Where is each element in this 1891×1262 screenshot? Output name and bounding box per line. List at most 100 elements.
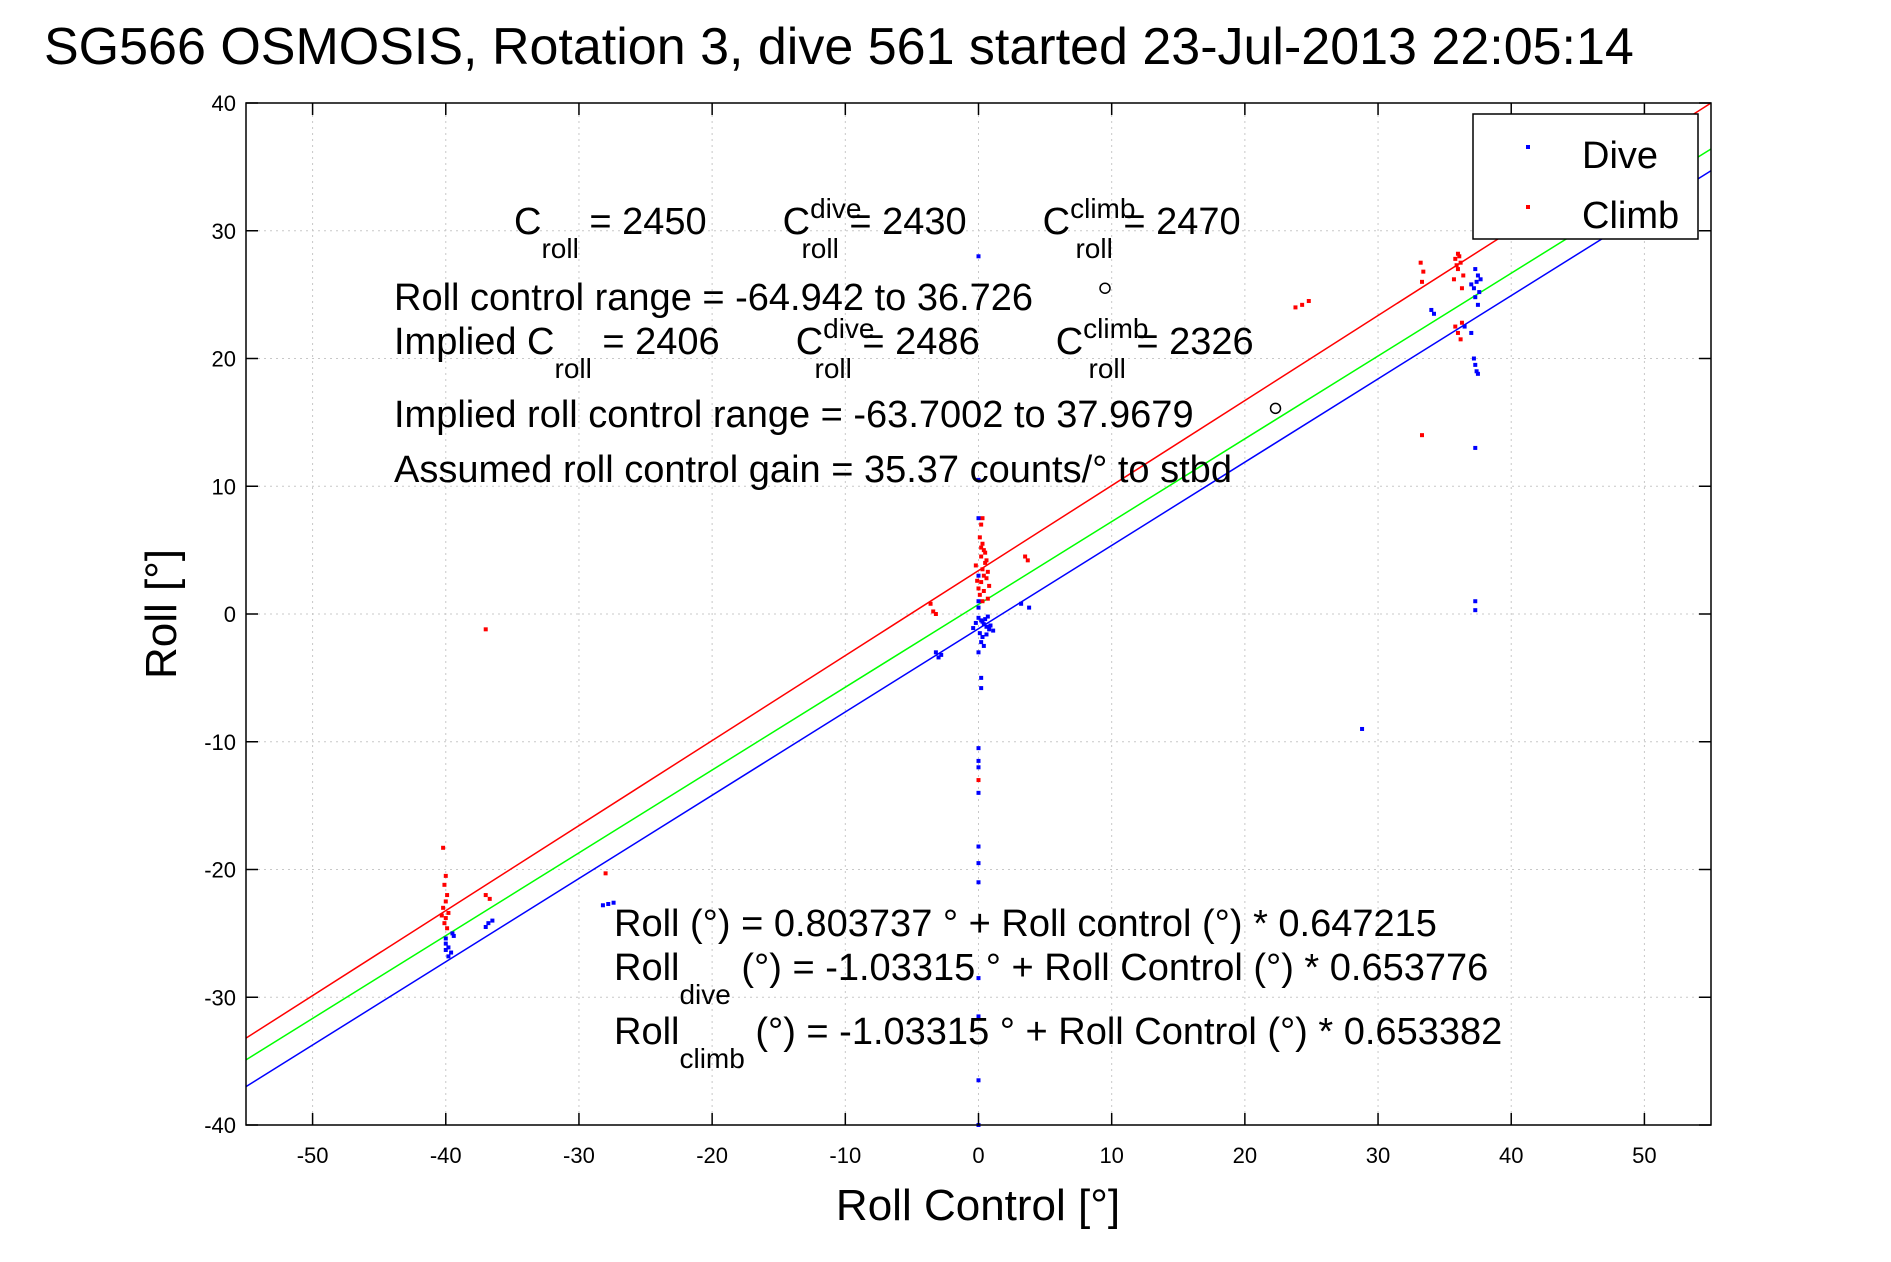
legend-dive-marker [1526, 145, 1530, 149]
dive-point [976, 477, 981, 482]
fit-line [245, 170, 1712, 1088]
x-tick-label: -40 [430, 1143, 462, 1168]
climb-point [984, 558, 989, 563]
annotation-part: C [1043, 201, 1070, 243]
dive-point [976, 1078, 981, 1083]
y-tick-label: 20 [212, 347, 236, 372]
climb-point [981, 573, 986, 578]
climb-point [483, 627, 488, 632]
dive-point [976, 615, 981, 620]
dive-point [606, 901, 611, 906]
dive-point [1019, 601, 1024, 606]
grid [246, 102, 1711, 1126]
dive-point [939, 652, 944, 657]
plot-area: Croll = 2450 Cdive roll = 2430 Cclimb roll… [204, 91, 1712, 1168]
annotation: Croll = 2450 Cdive roll = 2430 Cclimb roll… [514, 193, 1241, 264]
dive-point [1474, 279, 1479, 284]
annotation-part: roll [541, 233, 578, 264]
dive-point [1473, 295, 1478, 300]
x-tick-label: -30 [563, 1143, 595, 1168]
climb-point [985, 596, 990, 601]
climb-point [446, 910, 451, 915]
climb-point [976, 778, 981, 783]
dive-point [936, 655, 941, 660]
legend-climb-marker [1526, 205, 1530, 209]
dive-point [1477, 290, 1482, 295]
climb-point [1457, 254, 1462, 259]
x-tick-label: 50 [1632, 1143, 1656, 1168]
climb-point [928, 601, 933, 606]
climb-point [931, 609, 936, 614]
dive-point [1473, 362, 1478, 367]
climb-point [979, 554, 984, 559]
dive-point [1431, 311, 1436, 316]
climb-point [1458, 260, 1463, 265]
dive-point [1360, 726, 1365, 731]
annotation: Implied roll control range = -63.7002 to… [394, 394, 1194, 436]
fit-line [245, 148, 1712, 1061]
climb-point [442, 921, 447, 926]
annotation-part: climb [679, 1043, 744, 1074]
climb-point [975, 578, 980, 583]
fit-line [245, 102, 1712, 1039]
annotation: Roll control range = -64.942 to 36.726 [394, 277, 1033, 319]
dive-point [976, 650, 981, 655]
chart-title: SG566 OSMOSIS, Rotation 3, dive 561 star… [44, 18, 1634, 76]
climb-point [980, 541, 985, 546]
climb-point [1421, 269, 1426, 274]
dive-point [1469, 282, 1474, 287]
dive-point [976, 880, 981, 885]
climb-point [1419, 433, 1424, 438]
annotation: Assumed roll control gain = 35.37 counts… [394, 449, 1232, 491]
climb-point [1453, 256, 1458, 261]
dive-point [991, 628, 996, 633]
climb-point [981, 548, 986, 553]
dive-point [987, 627, 992, 632]
climb-point [1300, 302, 1305, 307]
dive-point [1473, 445, 1478, 450]
y-tick-label: -30 [204, 985, 236, 1010]
climb-point [1025, 558, 1030, 563]
dive-point [1478, 277, 1483, 282]
dive-point [976, 599, 981, 604]
climb-point [1293, 305, 1298, 310]
dive-point [981, 643, 986, 648]
dive-point [600, 903, 605, 908]
climb-point [1458, 337, 1463, 342]
dive-point [976, 605, 981, 610]
dive-point [983, 617, 988, 622]
x-tick-label: 20 [1233, 1143, 1257, 1168]
climb-point [441, 845, 446, 850]
x-tick-label: -10 [829, 1143, 861, 1168]
climb-point [442, 882, 447, 887]
climb-point [1306, 299, 1311, 304]
annotation: Rollclimb (°) = -1.03315 ° + Roll Contro… [614, 1011, 1502, 1074]
axis-ticks: -50 -40 -30 -20 -10 0 10 20 30 40 50 -40 -30 -20 -10 0 1… [204, 91, 1711, 1168]
climb-point [1454, 263, 1459, 268]
annotation-part: = 2326 [1126, 321, 1254, 363]
climb-point [1023, 554, 1028, 559]
annotation-part: dive [823, 313, 874, 344]
climb-point [981, 589, 986, 594]
climb-point [443, 899, 448, 904]
climb-point [445, 926, 450, 931]
annotation-part: C [796, 321, 823, 363]
dive-point [977, 631, 982, 636]
x-tick-label: -50 [297, 1143, 329, 1168]
climb-point [979, 545, 984, 550]
climb-point [443, 873, 448, 878]
annotation-part: (°) = -1.03315 ° + Roll Control (°) * 0.… [745, 1011, 1502, 1053]
y-axis-label: Roll [°] [137, 549, 186, 679]
dive-point [443, 941, 448, 946]
dive-point [443, 947, 448, 952]
climb-point [977, 535, 982, 540]
climb-point [439, 913, 444, 918]
x-tick-label: 30 [1366, 1143, 1390, 1168]
climb-point [980, 599, 985, 604]
climb-point [487, 896, 492, 901]
circle-markers [1099, 282, 1282, 415]
climb-point [983, 560, 988, 565]
circle-marker [1099, 282, 1111, 294]
circle-marker [1269, 402, 1282, 415]
